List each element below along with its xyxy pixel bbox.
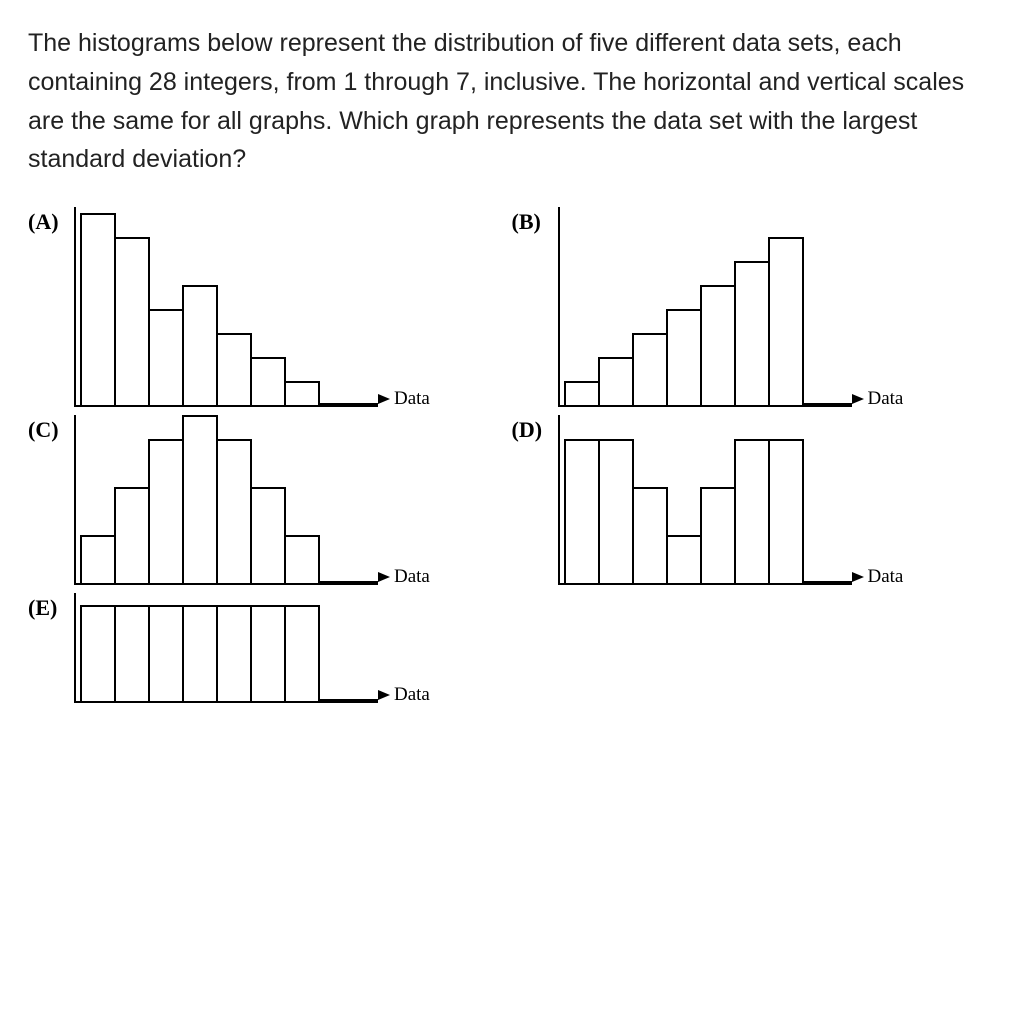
histogram-grid: (A) Data (B) Data (C) [28, 207, 983, 703]
bar [250, 605, 286, 701]
axis-extension [318, 403, 378, 405]
bar [598, 357, 634, 405]
bar [80, 213, 116, 405]
bar [216, 605, 252, 701]
axis-label-E: Data [394, 684, 430, 706]
bar [80, 605, 116, 701]
histogram-D [558, 415, 852, 585]
cell-B: (B) Data [512, 207, 984, 407]
bar [598, 439, 634, 583]
axis-extension [802, 403, 852, 405]
axis-arrow-E: Data [378, 684, 430, 706]
histogram-B [558, 207, 852, 407]
bar [564, 381, 600, 405]
axis-arrow-D: Data [852, 566, 904, 588]
bar [148, 309, 184, 405]
bar [114, 487, 150, 583]
bar [564, 439, 600, 583]
bar [182, 605, 218, 701]
bar [284, 381, 320, 405]
option-label-A: (A) [28, 207, 68, 235]
bar [114, 605, 150, 701]
cell-D: (D) Data [512, 415, 984, 585]
bar [250, 357, 286, 405]
option-label-C: (C) [28, 415, 68, 443]
histogram-E [74, 593, 378, 703]
bar [734, 439, 770, 583]
bar [284, 605, 320, 701]
axis-label-B: Data [868, 388, 904, 410]
axis-label-A: Data [394, 388, 430, 410]
bar [182, 415, 218, 583]
option-label-B: (B) [512, 207, 552, 235]
cell-C: (C) Data [28, 415, 500, 585]
bar [216, 333, 252, 405]
bar [768, 439, 804, 583]
axis-arrow-A: Data [378, 388, 430, 410]
bar [632, 333, 668, 405]
bar [182, 285, 218, 405]
bar [700, 285, 736, 405]
bar [734, 261, 770, 405]
axis-extension [802, 581, 852, 583]
option-label-E: (E) [28, 593, 68, 621]
bar [80, 535, 116, 583]
histogram-C [74, 415, 378, 585]
bar [284, 535, 320, 583]
bar [666, 309, 702, 405]
histogram-A [74, 207, 378, 407]
cell-E: (E) Data [28, 593, 500, 703]
cell-A: (A) Data [28, 207, 500, 407]
bar [250, 487, 286, 583]
axis-extension [318, 699, 378, 701]
bar [216, 439, 252, 583]
bar [148, 439, 184, 583]
bar [148, 605, 184, 701]
bar [114, 237, 150, 405]
question-text: The histograms below represent the distr… [28, 24, 983, 179]
axis-label-C: Data [394, 566, 430, 588]
bar [666, 535, 702, 583]
axis-label-D: Data [868, 566, 904, 588]
axis-extension [318, 581, 378, 583]
axis-arrow-C: Data [378, 566, 430, 588]
bar [700, 487, 736, 583]
axis-arrow-B: Data [852, 388, 904, 410]
bar [768, 237, 804, 405]
bar [632, 487, 668, 583]
option-label-D: (D) [512, 415, 552, 443]
